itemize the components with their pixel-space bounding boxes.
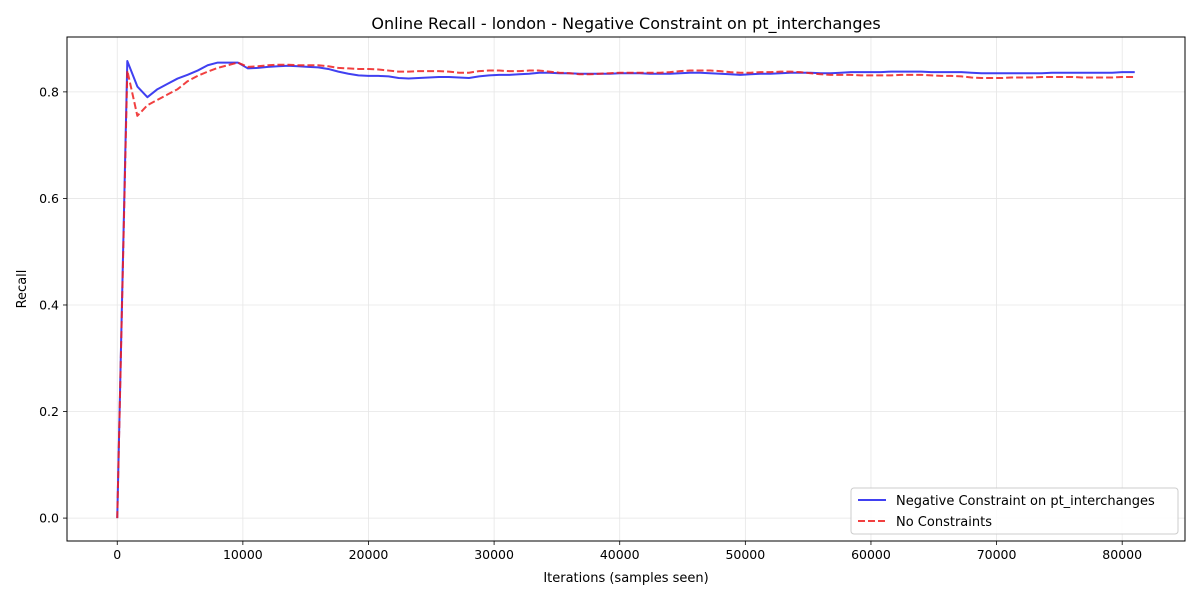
x-tick-label: 30000 (474, 547, 514, 562)
series-layer (116, 59, 1135, 519)
plot-frame (66, 36, 1186, 542)
x-tick-label: 40000 (600, 547, 640, 562)
x-tick-label: 10000 (223, 547, 263, 562)
x-tick-label: 80000 (1102, 547, 1142, 562)
x-tick-label: 60000 (851, 547, 891, 562)
ticks: 0 10000 20000 30000 40000 50000 60000 70000 8000… (39, 84, 1142, 562)
x-tick-label: 50000 (725, 547, 765, 562)
y-tick-label: 0.0 (39, 511, 59, 526)
legend-label-negative-constraint: Negative Constraint on pt_interchanges (896, 494, 1155, 509)
y-tick-label: 0.8 (39, 84, 59, 99)
x-axis-label: Iterations (samples seen) (543, 571, 708, 586)
y-tick-label: 0.6 (39, 191, 59, 206)
x-tick-label: 70000 (977, 547, 1017, 562)
y-tick-label: 0.2 (39, 404, 59, 419)
chart-title: Online Recall - london - Negative Constr… (371, 14, 880, 34)
x-tick-label: 0 (113, 547, 121, 562)
y-axis-label: Recall (15, 270, 30, 309)
series-negative-constraint-line (116, 59, 1135, 519)
legend-box (850, 487, 1179, 535)
x-tick-label: 20000 (349, 547, 389, 562)
y-tick-label: 0.4 (39, 297, 59, 312)
series-no-constraints-line (116, 61, 1135, 519)
legend-label-no-constraints: No Constraints (896, 515, 992, 530)
legend: Negative Constraint on pt_interchanges N… (850, 487, 1179, 535)
